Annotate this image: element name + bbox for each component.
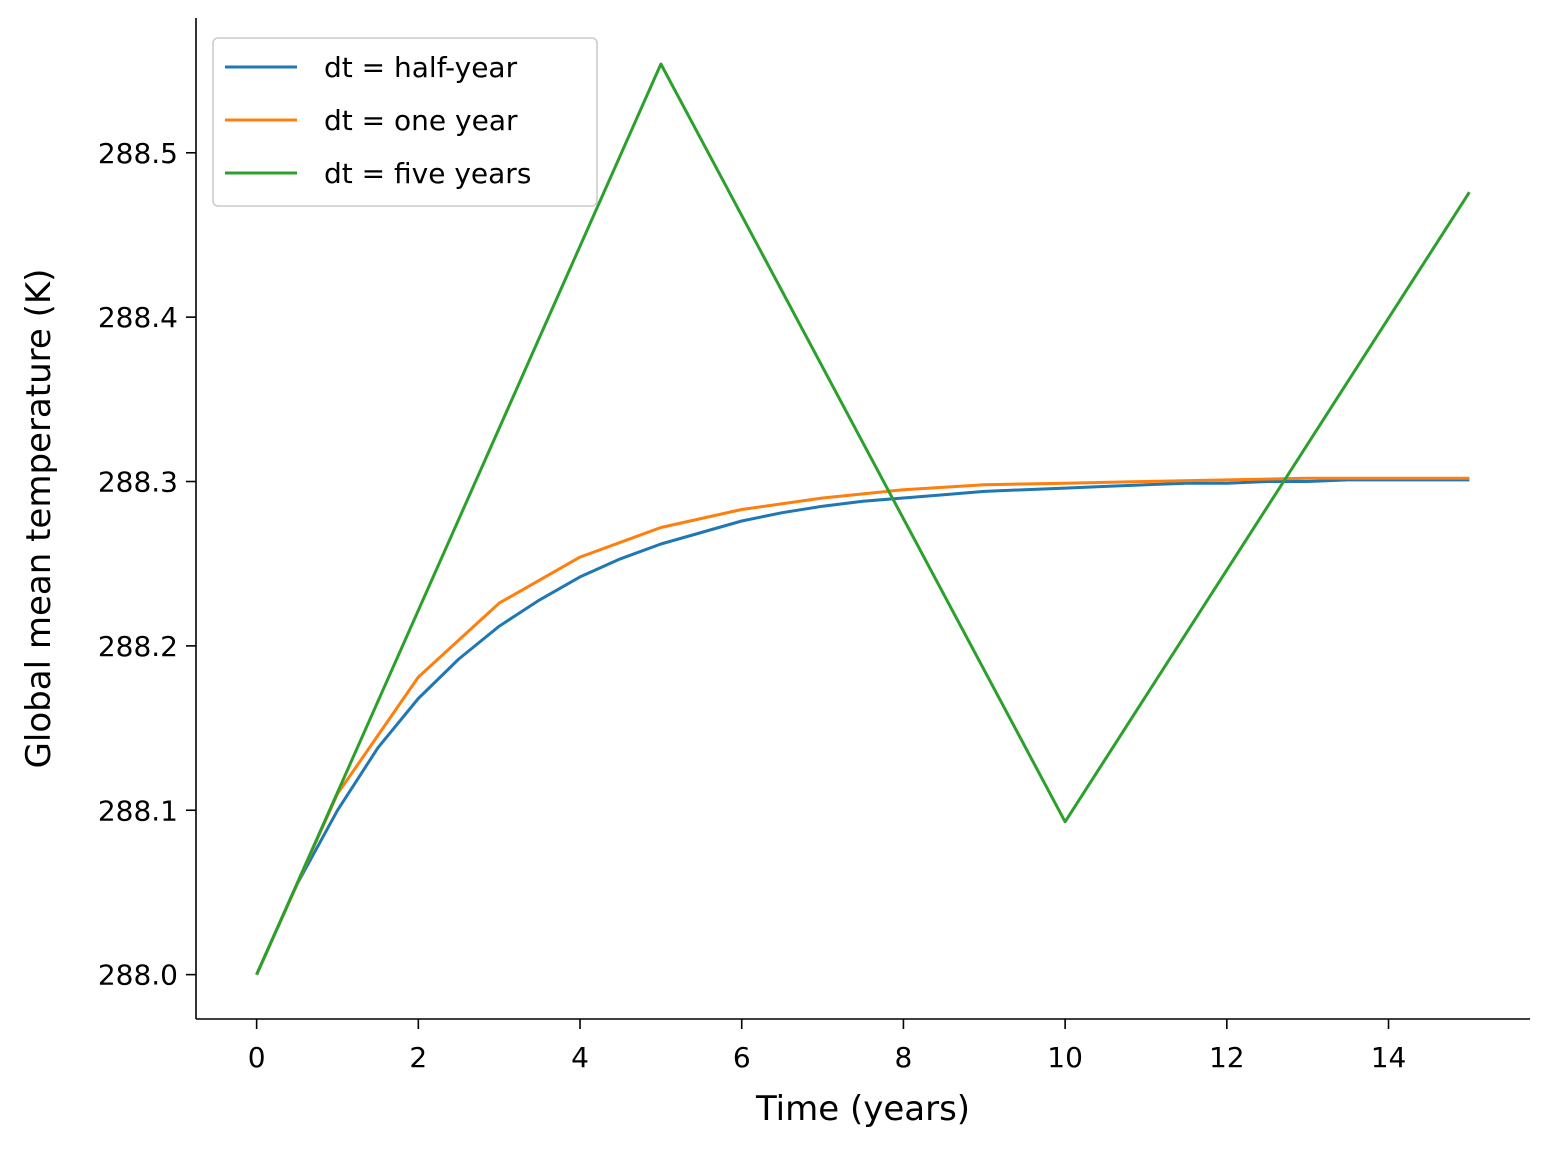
x-axis-ticks: 0 2 4 6 8 10 12 14 bbox=[248, 1019, 1407, 1074]
y-tick-label: 288.2 bbox=[98, 630, 178, 663]
x-tick-label: 14 bbox=[1371, 1041, 1407, 1074]
y-tick-label: 288.5 bbox=[98, 137, 178, 170]
legend-label: dt = half-year bbox=[324, 51, 518, 84]
series-line-3 bbox=[255, 62, 1471, 976]
x-tick-label: 2 bbox=[409, 1041, 427, 1074]
series-line-2 bbox=[255, 476, 1470, 976]
legend: dt = half-year dt = one year dt = five yea… bbox=[212, 37, 598, 207]
x-tick-label: 12 bbox=[1209, 1041, 1245, 1074]
y-tick-label: 288.1 bbox=[98, 794, 178, 827]
y-axis-ticks: 288.0 288.1 288.2 288.3 288.4 288.5 bbox=[98, 137, 196, 992]
series-line-1 bbox=[255, 478, 1470, 976]
x-tick-label: 4 bbox=[571, 1041, 589, 1074]
x-tick-label: 6 bbox=[733, 1041, 751, 1074]
y-tick-label: 288.4 bbox=[98, 301, 178, 334]
x-tick-label: 0 bbox=[248, 1041, 266, 1074]
legend-label: dt = one year bbox=[324, 104, 518, 137]
legend-frame bbox=[212, 37, 598, 207]
y-axis-title: Global mean temperature (K) bbox=[19, 269, 59, 769]
legend-label: dt = five years bbox=[324, 157, 531, 190]
y-tick-label: 288.0 bbox=[98, 959, 178, 992]
x-tick-label: 8 bbox=[895, 1041, 913, 1074]
y-tick-label: 288.3 bbox=[98, 466, 178, 499]
series-lines bbox=[255, 62, 1471, 976]
x-axis-title: Time (years) bbox=[755, 1089, 970, 1129]
x-tick-label: 10 bbox=[1047, 1041, 1083, 1074]
